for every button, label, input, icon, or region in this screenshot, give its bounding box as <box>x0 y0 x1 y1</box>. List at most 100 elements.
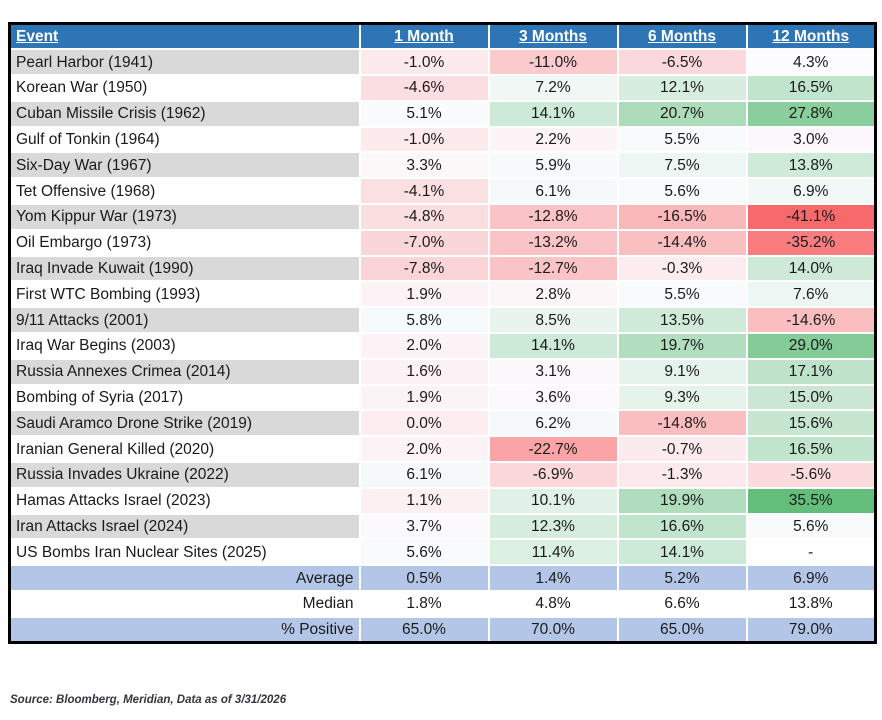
value-cell: -1.3% <box>616 461 748 489</box>
table-row: Tet Offensive (1968) -4.1% 6.1% 5.6% 6.9% <box>8 177 877 206</box>
summary-value-cell: 4.8% <box>487 590 619 618</box>
value-cell: -14.8% <box>616 409 748 438</box>
value-cell: 2.0% <box>358 332 490 360</box>
summary-value-cell: 6.6% <box>616 590 748 618</box>
event-cell: Six-Day War (1967) <box>8 151 361 180</box>
value-cell: -6.9% <box>487 461 619 489</box>
value-cell: 1.9% <box>358 280 490 309</box>
table-row: Iran Attacks Israel (2024) 3.7% 12.3% 16.6%… <box>8 512 877 541</box>
value-cell: 1.6% <box>358 357 490 386</box>
value-cell: 6.1% <box>487 177 619 206</box>
summary-value-cell: 79.0% <box>745 615 877 644</box>
value-cell: -14.6% <box>745 306 877 335</box>
value-cell: 11.4% <box>487 538 619 567</box>
value-cell: 5.6% <box>358 538 490 567</box>
event-cell: Bombing of Syria (2017) <box>8 383 361 412</box>
summary-value-cell: 5.2% <box>616 564 748 593</box>
value-cell: 5.5% <box>616 280 748 309</box>
value-cell: -41.1% <box>745 203 877 231</box>
value-cell: -7.0% <box>358 228 490 257</box>
value-cell: 5.8% <box>358 306 490 335</box>
value-cell: -1.0% <box>358 48 490 77</box>
column-header-12-months: 12 Months <box>745 22 877 51</box>
value-cell: 29.0% <box>745 332 877 360</box>
value-cell: 20.7% <box>616 99 748 128</box>
value-cell: 0.0% <box>358 409 490 438</box>
event-cell: 9/11 Attacks (2001) <box>8 306 361 335</box>
value-cell: 10.1% <box>487 486 619 515</box>
value-cell: -11.0% <box>487 48 619 77</box>
value-cell: 14.1% <box>487 332 619 360</box>
column-header-6-months: 6 Months <box>616 22 748 51</box>
value-cell: 1.1% <box>358 486 490 515</box>
value-cell: 5.6% <box>616 177 748 206</box>
summary-label: Median <box>8 590 361 618</box>
value-cell: -4.1% <box>358 177 490 206</box>
value-cell: 7.6% <box>745 280 877 309</box>
event-cell: Pearl Harbor (1941) <box>8 48 361 77</box>
event-cell: First WTC Bombing (1993) <box>8 280 361 309</box>
table-row: First WTC Bombing (1993) 1.9% 2.8% 5.5% 7.6% <box>8 280 877 309</box>
event-cell: Yom Kippur War (1973) <box>8 203 361 231</box>
event-cell: US Bombs Iran Nuclear Sites (2025) <box>8 538 361 567</box>
event-cell: Saudi Aramco Drone Strike (2019) <box>8 409 361 438</box>
value-cell: 3.0% <box>745 125 877 154</box>
event-cell: Iraq War Begins (2003) <box>8 332 361 360</box>
table-row: Pearl Harbor (1941) -1.0% -11.0% -6.5% 4.3% <box>8 48 877 77</box>
column-header-event: Event <box>8 22 361 51</box>
value-cell: 35.5% <box>745 486 877 515</box>
table-row: Iraq Invade Kuwait (1990) -7.8% -12.7% -0.3… <box>8 254 877 283</box>
value-cell: 3.6% <box>487 383 619 412</box>
value-cell: -5.6% <box>745 461 877 489</box>
table-row: Bombing of Syria (2017) 1.9% 3.6% 9.3% 15.0% <box>8 383 877 412</box>
table-row: Russia Invades Ukraine (2022) 6.1% -6.9% -1… <box>8 461 877 489</box>
value-cell: -35.2% <box>745 228 877 257</box>
value-cell: 15.0% <box>745 383 877 412</box>
summary-value-cell: 1.8% <box>358 590 490 618</box>
header-row: Event 1 Month 3 Months 6 Months 12 Month… <box>8 22 877 51</box>
value-cell: -1.0% <box>358 125 490 154</box>
event-cell: Iraq Invade Kuwait (1990) <box>8 254 361 283</box>
value-cell: 12.1% <box>616 74 748 102</box>
value-cell: 5.6% <box>745 512 877 541</box>
summary-label: % Positive <box>8 615 361 644</box>
event-cell: Oil Embargo (1973) <box>8 228 361 257</box>
column-header-1-month: 1 Month <box>358 22 490 51</box>
value-cell: 5.1% <box>358 99 490 128</box>
event-cell: Gulf of Tonkin (1964) <box>8 125 361 154</box>
value-cell: 14.1% <box>487 99 619 128</box>
event-cell: Iranian General Killed (2020) <box>8 435 361 464</box>
value-cell: -16.5% <box>616 203 748 231</box>
value-cell: 9.3% <box>616 383 748 412</box>
event-cell: Hamas Attacks Israel (2023) <box>8 486 361 515</box>
value-cell: 19.9% <box>616 486 748 515</box>
summary-row-average: Average 0.5% 1.4% 5.2% 6.9% <box>8 564 877 593</box>
summary-value-cell: 0.5% <box>358 564 490 593</box>
value-cell: 13.8% <box>745 151 877 180</box>
value-cell: 6.2% <box>487 409 619 438</box>
value-cell: -0.7% <box>616 435 748 464</box>
value-cell: 3.1% <box>487 357 619 386</box>
value-cell: 16.6% <box>616 512 748 541</box>
event-cell: Tet Offensive (1968) <box>8 177 361 206</box>
value-cell: -4.8% <box>358 203 490 231</box>
value-cell: -0.3% <box>616 254 748 283</box>
value-cell: 17.1% <box>745 357 877 386</box>
column-header-3-months: 3 Months <box>487 22 619 51</box>
event-cell: Iran Attacks Israel (2024) <box>8 512 361 541</box>
summary-value-cell: 1.4% <box>487 564 619 593</box>
table-row: 9/11 Attacks (2001) 5.8% 8.5% 13.5% -14.6% <box>8 306 877 335</box>
value-cell: 1.9% <box>358 383 490 412</box>
value-cell: -7.8% <box>358 254 490 283</box>
value-cell: -13.2% <box>487 228 619 257</box>
summary-label: Average <box>8 564 361 593</box>
value-cell: - <box>745 538 877 567</box>
summary-value-cell: 13.8% <box>745 590 877 618</box>
events-performance-table: Event 1 Month 3 Months 6 Months 12 Month… <box>8 22 877 645</box>
event-cell: Korean War (1950) <box>8 74 361 102</box>
value-cell: 7.5% <box>616 151 748 180</box>
value-cell: 2.0% <box>358 435 490 464</box>
value-cell: 5.9% <box>487 151 619 180</box>
event-cell: Cuban Missile Crisis (1962) <box>8 99 361 128</box>
